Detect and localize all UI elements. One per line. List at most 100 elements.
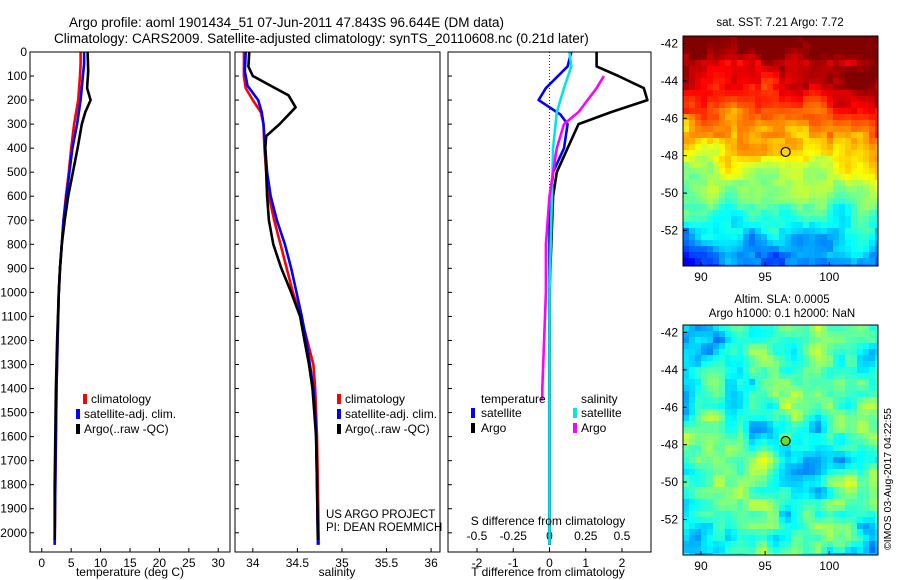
map-cell: [833, 102, 839, 108]
map-cell: [833, 252, 839, 258]
map-cell: [803, 397, 809, 403]
map-cell: [707, 258, 713, 264]
map-cell: [767, 54, 773, 60]
map-cell: [863, 397, 869, 403]
map-cell: [725, 246, 731, 252]
map-cell: [845, 222, 851, 228]
map-cell: [773, 42, 779, 48]
map-cell: [779, 84, 785, 90]
map-cell: [833, 42, 839, 48]
map-cell: [821, 54, 827, 60]
map-cell: [809, 240, 815, 246]
map-cell: [773, 475, 779, 481]
map-cell: [767, 349, 773, 355]
map-cell: [761, 439, 767, 445]
map-cell: [719, 120, 725, 126]
legend-label-argo: Argo(..raw -QC): [345, 422, 430, 436]
map-cell: [683, 240, 689, 246]
map-cell: [833, 162, 839, 168]
map-cell: [719, 505, 725, 511]
map-cell: [779, 174, 785, 180]
map-cell: [731, 385, 737, 391]
map-cell: [719, 84, 725, 90]
map-cell: [869, 445, 875, 451]
map-cell: [707, 451, 713, 457]
map-cell: [821, 264, 827, 266]
map-cell: [833, 60, 839, 66]
map-cell: [863, 331, 869, 337]
map-cell: [827, 511, 833, 517]
map-cell: [827, 523, 833, 529]
map-cell: [797, 493, 803, 499]
map-cell: [755, 355, 761, 361]
map-cell: [869, 385, 875, 391]
map-cell: [791, 409, 797, 415]
map-cell: [857, 403, 863, 409]
map-cell: [863, 204, 869, 210]
map-cell: [875, 373, 878, 379]
map-cell: [797, 529, 803, 535]
map-cell: [689, 84, 695, 90]
map-cell: [755, 174, 761, 180]
map-cell: [833, 168, 839, 174]
map-cell: [737, 505, 743, 511]
map-cell: [683, 337, 689, 343]
map-cell: [809, 258, 815, 264]
map-cell: [773, 391, 779, 397]
top-tick-label: 0.5: [614, 529, 631, 543]
map-cell: [869, 120, 875, 126]
map-cell: [767, 228, 773, 234]
sla-map: Altim. SLA: 0.0005 Argo h1000: 0.1 h2000…: [661, 294, 879, 573]
map-cell: [743, 174, 749, 180]
s-difference-label: S difference from climatology: [471, 514, 626, 528]
map-cell: [869, 421, 875, 427]
map-cell: [785, 349, 791, 355]
map-cell: [743, 162, 749, 168]
map-cell: [803, 96, 809, 102]
map-cell: [833, 126, 839, 132]
map-cell: [839, 42, 845, 48]
map-cell: [833, 373, 839, 379]
map-cell: [683, 547, 689, 553]
map-cell: [815, 541, 821, 547]
map-cell: [869, 409, 875, 415]
map-cell: [851, 60, 857, 66]
map-cell: [731, 379, 737, 385]
map-cell: [827, 216, 833, 222]
map-cell: [845, 174, 851, 180]
map-cell: [701, 156, 707, 162]
map-cell: [869, 264, 875, 266]
map-cell: [779, 234, 785, 240]
map-cell: [827, 90, 833, 96]
x-tick-label: -1: [508, 556, 519, 570]
map-cell: [827, 204, 833, 210]
map-cell: [725, 204, 731, 210]
map-cell: [821, 493, 827, 499]
map-cell: [857, 325, 863, 331]
map-cell: [755, 469, 761, 475]
map-cell: [713, 433, 719, 439]
map-cell: [767, 487, 773, 493]
map-cell: [863, 210, 869, 216]
map-cell: [833, 415, 839, 421]
map-cell: [749, 66, 755, 72]
map-cell: [845, 349, 851, 355]
map-cell: [701, 505, 707, 511]
map-cell: [839, 487, 845, 493]
map-cell: [767, 517, 773, 523]
map-cell: [869, 204, 875, 210]
map-cell: [755, 457, 761, 463]
map-cell: [707, 403, 713, 409]
map-cell: [803, 361, 809, 367]
map-cell: [845, 228, 851, 234]
map-cell: [779, 385, 785, 391]
map-cell: [725, 469, 731, 475]
map-cell: [743, 114, 749, 120]
map-cell: [863, 487, 869, 493]
map-cell: [779, 72, 785, 78]
map-x-tick-label: 95: [758, 559, 772, 573]
map-cell: [713, 264, 719, 266]
map-cell: [791, 361, 797, 367]
map-cell: [695, 541, 701, 547]
pi-annotation: PI: DEAN ROEMMICH: [326, 522, 442, 534]
